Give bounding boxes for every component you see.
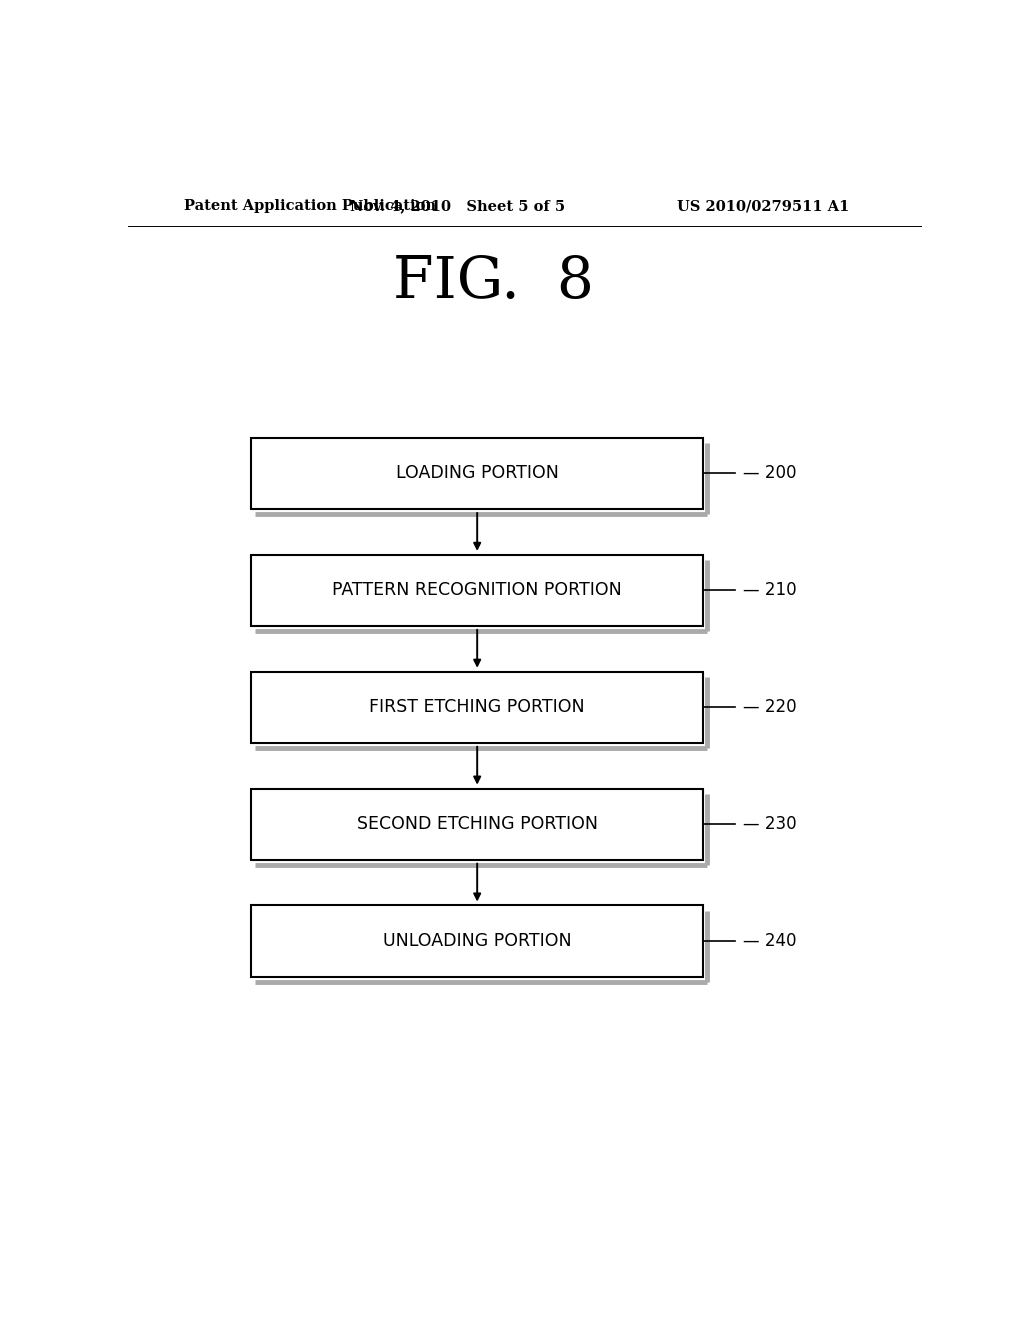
Bar xyxy=(251,788,703,859)
Text: Patent Application Publication: Patent Application Publication xyxy=(183,199,435,213)
Text: FIG.  8: FIG. 8 xyxy=(392,255,594,310)
Bar xyxy=(251,906,703,977)
Text: — 230: — 230 xyxy=(743,816,797,833)
Text: — 240: — 240 xyxy=(743,932,797,950)
Bar xyxy=(251,554,703,626)
Text: SECOND ETCHING PORTION: SECOND ETCHING PORTION xyxy=(356,816,598,833)
Text: PATTERN RECOGNITION PORTION: PATTERN RECOGNITION PORTION xyxy=(333,581,622,599)
Bar xyxy=(251,438,703,510)
Text: Nov. 4, 2010   Sheet 5 of 5: Nov. 4, 2010 Sheet 5 of 5 xyxy=(350,199,565,213)
Text: — 200: — 200 xyxy=(743,465,797,483)
Bar xyxy=(251,672,703,743)
Text: — 220: — 220 xyxy=(743,698,797,717)
Text: US 2010/0279511 A1: US 2010/0279511 A1 xyxy=(677,199,849,213)
Text: FIRST ETCHING PORTION: FIRST ETCHING PORTION xyxy=(370,698,585,717)
Text: UNLOADING PORTION: UNLOADING PORTION xyxy=(383,932,571,950)
Text: LOADING PORTION: LOADING PORTION xyxy=(395,465,559,483)
Text: — 210: — 210 xyxy=(743,581,797,599)
